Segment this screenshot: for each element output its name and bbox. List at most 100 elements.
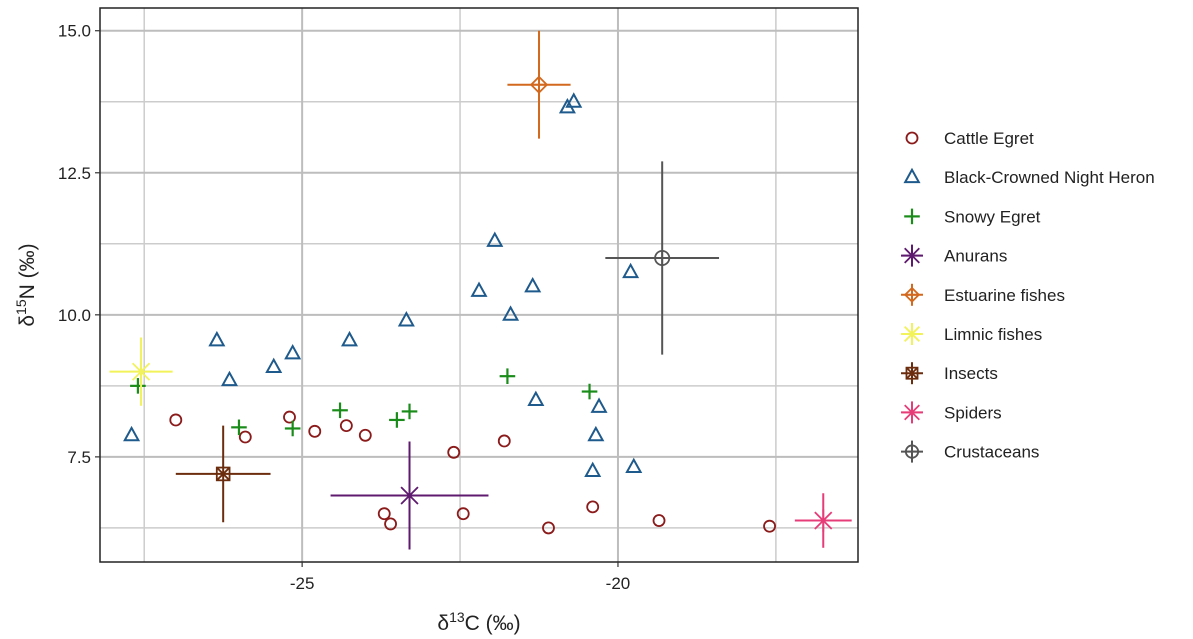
- y-tick-label: 15.0: [58, 22, 91, 41]
- data-point: [529, 75, 549, 94]
- series-anurans: [330, 441, 489, 550]
- x-axis-title: δ13C (‰): [437, 609, 520, 635]
- legend-item: Limnic fishes: [901, 323, 1042, 345]
- data-point: [389, 412, 405, 428]
- data-point: [238, 430, 252, 444]
- data-point: [340, 330, 359, 347]
- data-point: [524, 276, 542, 293]
- data-point: [398, 484, 421, 507]
- data-point: [339, 419, 353, 433]
- legend-key: [904, 208, 920, 225]
- data-point: [358, 428, 372, 442]
- data-point: [384, 517, 397, 531]
- legend-key: [904, 444, 920, 459]
- data-point: [283, 410, 296, 424]
- series-cattle-egret: [169, 410, 776, 535]
- data-point: [129, 360, 153, 383]
- legend-item: Snowy Egret: [904, 207, 1041, 226]
- legend-key: [905, 131, 919, 145]
- data-point: [456, 507, 470, 521]
- legend-item: Spiders: [901, 401, 1002, 424]
- legend-key: [903, 167, 921, 184]
- data-point: [308, 424, 322, 438]
- series-insects: [175, 425, 271, 523]
- legend-label: Limnic fishes: [944, 325, 1042, 344]
- y-axis-title-base: δ: [16, 315, 39, 327]
- data-point: [565, 92, 583, 108]
- y-axis: 7.5 10.0 12.5 15.0: [58, 22, 100, 467]
- legend-label: Anurans: [944, 247, 1007, 266]
- legend-key: [902, 245, 922, 266]
- x-axis-title-sup: 13: [449, 609, 465, 625]
- x-axis: -25 -20: [290, 562, 630, 593]
- grid-lines: [100, 8, 858, 562]
- legend-item: Crustaceans: [901, 440, 1039, 463]
- data-point: [470, 281, 488, 297]
- x-axis-title-tail: C (‰): [465, 612, 521, 635]
- data-point: [586, 500, 600, 514]
- y-tick-label: 10.0: [58, 306, 91, 325]
- series-limnic-fishes: [109, 337, 173, 406]
- series-crustaceans: [605, 161, 720, 355]
- data-point: [652, 514, 666, 527]
- data-point: [220, 370, 239, 387]
- data-point: [377, 507, 391, 521]
- data-point: [502, 305, 520, 321]
- legend-item: Estuarine fishes: [901, 283, 1065, 306]
- data-point: [284, 420, 301, 437]
- series-black-crowned-night-heron: [123, 92, 643, 478]
- data-point: [169, 413, 183, 427]
- legend-label: Estuarine fishes: [944, 286, 1065, 305]
- legend-label: Spiders: [944, 403, 1002, 422]
- data-point: [625, 457, 643, 474]
- data-point: [812, 509, 835, 532]
- data-point: [581, 383, 598, 400]
- data-point: [265, 357, 283, 374]
- x-tick-label: -20: [606, 574, 631, 593]
- data-point: [587, 425, 605, 442]
- data-point: [497, 434, 511, 448]
- data-point: [397, 311, 415, 327]
- legend-item: Black-Crowned Night Heron: [903, 167, 1155, 187]
- y-tick-label: 7.5: [67, 448, 91, 467]
- data-point: [231, 419, 247, 436]
- legend-key: [902, 324, 922, 344]
- data-point: [130, 378, 146, 394]
- legend-label: Cattle Egret: [944, 129, 1034, 148]
- y-axis-title-sup: 15: [13, 299, 29, 315]
- data-point: [332, 402, 348, 419]
- data-point: [215, 466, 231, 482]
- series-spiders: [794, 493, 852, 548]
- data-point: [584, 461, 602, 478]
- y-axis-title-tail: N (‰): [16, 243, 39, 299]
- data-point: [654, 249, 671, 267]
- x-axis-title-base: δ: [437, 612, 449, 635]
- x-tick-label: -25: [290, 574, 315, 593]
- plot-panel-border: [99, 7, 859, 563]
- legend-label: Black-Crowned Night Heron: [944, 168, 1155, 187]
- data-point: [499, 368, 516, 384]
- legend-item: Anurans: [901, 244, 1007, 267]
- data-point: [401, 403, 418, 420]
- data-point: [527, 390, 545, 407]
- data-point: [486, 231, 504, 247]
- data-point: [284, 343, 302, 360]
- y-tick-label: 12.5: [58, 164, 91, 183]
- legend-key: [905, 366, 919, 380]
- legend-label: Snowy Egret: [944, 207, 1041, 226]
- series-snowy-egret: [130, 368, 598, 437]
- legend-key: [902, 402, 922, 423]
- y-axis-title: δ15N (‰): [13, 243, 39, 326]
- data-point: [542, 521, 555, 535]
- legend-label: Insects: [944, 364, 998, 383]
- legend-item: Cattle Egret: [905, 129, 1034, 148]
- data-point: [447, 445, 461, 459]
- legend-key: [903, 286, 921, 303]
- data-point: [208, 330, 226, 347]
- data-point: [622, 262, 640, 279]
- series-estuarine-fishes: [507, 30, 571, 139]
- legend-label: Crustaceans: [944, 443, 1039, 462]
- legend-item: Insects: [901, 362, 998, 385]
- legend: Cattle Egret Black-Crowned Night Heron Sno…: [901, 129, 1155, 463]
